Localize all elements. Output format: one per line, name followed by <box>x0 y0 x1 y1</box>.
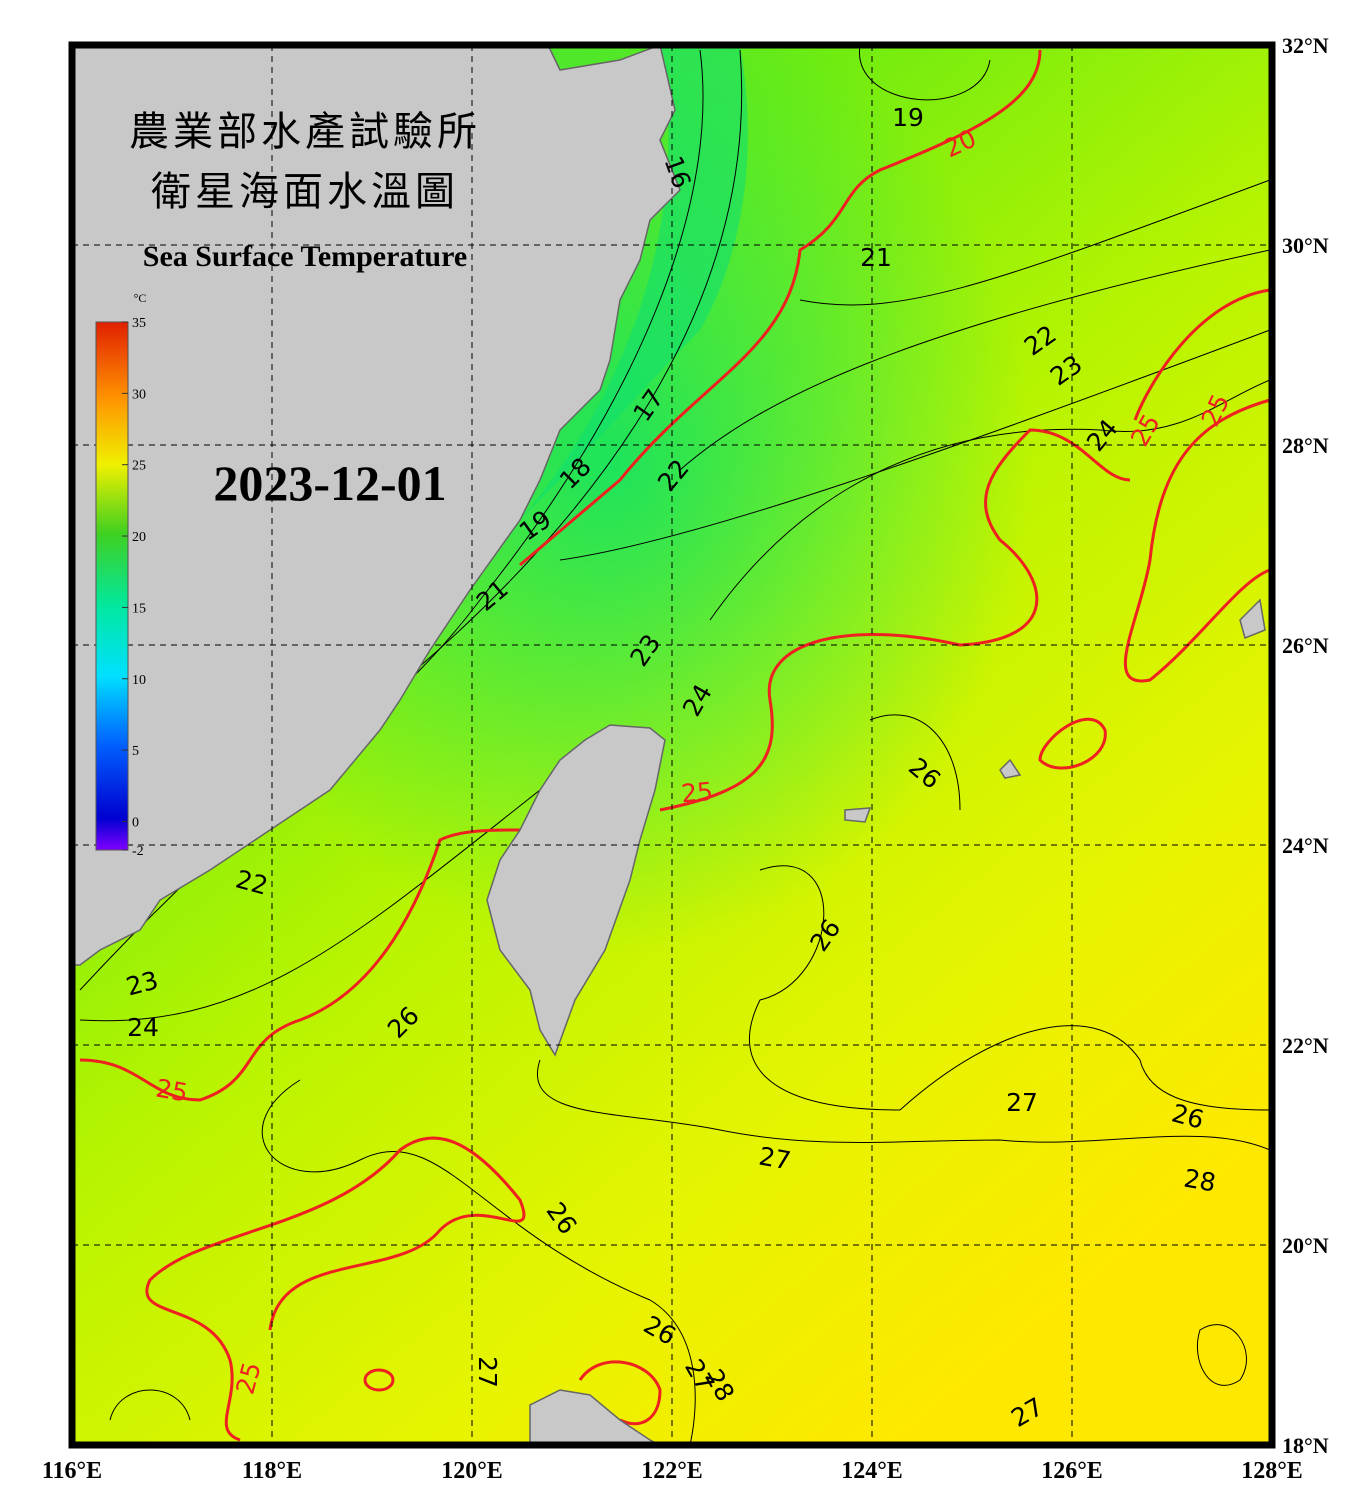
contour-label: 27 <box>1006 1088 1038 1117</box>
contour <box>859 45 991 101</box>
islands <box>844 598 1266 823</box>
colorbar-tick-label: 10 <box>132 673 146 688</box>
contour-label: 27 <box>473 1356 502 1388</box>
lat-label: 18°N <box>1282 1433 1329 1458</box>
colorbar-unit: °C <box>134 291 147 305</box>
contours <box>79 45 1271 1445</box>
contour-label: 24 <box>127 1013 159 1042</box>
lon-label: 124°E <box>841 1458 903 1484</box>
land <box>72 45 1266 1445</box>
colorbar-tick-label: 5 <box>132 744 139 759</box>
colorbar-tick-label: 25 <box>132 459 146 474</box>
contour-label: 25 <box>154 1073 190 1107</box>
subtitle: Sea Surface Temperature <box>143 240 467 273</box>
contour-25 <box>659 428 1131 812</box>
contour <box>1196 1324 1247 1386</box>
date: 2023-12-01 <box>213 455 446 511</box>
title-line: 衛星海面水溫圖 <box>151 169 459 214</box>
contour <box>537 1059 1271 1151</box>
contour <box>799 179 1271 306</box>
contour-25 <box>79 828 521 1102</box>
contour-20 <box>519 49 1042 567</box>
lon-label: 118°E <box>242 1458 302 1484</box>
contour-label: 25 <box>680 777 714 809</box>
axis-labels: 116°E 118°E 120°E 122°E 124°E 126°E 128°E 32°N 3… <box>42 33 1329 1484</box>
contour-25 <box>145 1136 526 1442</box>
contour <box>79 789 541 1022</box>
colorbar-tick-label: 20 <box>132 530 146 545</box>
lon-label: 116°E <box>42 1458 102 1484</box>
contour <box>709 379 1271 621</box>
colorbar-tick-label: 35 <box>132 316 146 331</box>
colorbar-tick-label: 30 <box>132 387 146 402</box>
taiwan <box>486 724 666 1057</box>
colorbar <box>95 321 129 851</box>
contour <box>261 1079 696 1445</box>
colorbar-ticks: 35 30 25 20 15 10 5 0 -2 <box>122 316 146 859</box>
lat-label: 30°N <box>1282 233 1329 258</box>
lat-label: 22°N <box>1282 1033 1329 1058</box>
lon-label: 128°E <box>1241 1458 1303 1484</box>
lon-label: 122°E <box>641 1458 703 1484</box>
colorbar-tick-label: 15 <box>132 601 146 616</box>
contour <box>109 1389 191 1421</box>
contour-25 <box>1038 717 1107 770</box>
contour-label: 19 <box>892 103 924 132</box>
colorbar-tick-label: -2 <box>132 844 144 859</box>
red-contours <box>79 49 1271 1442</box>
contour <box>748 865 1271 1111</box>
contour-25 <box>1123 288 1271 683</box>
lat-label: 26°N <box>1282 633 1329 658</box>
graticule <box>72 45 1272 1445</box>
lat-label: 24°N <box>1282 833 1329 858</box>
title-line: 農業部水產試驗所 <box>129 109 481 154</box>
contour <box>559 329 1271 561</box>
lat-label: 28°N <box>1282 433 1329 458</box>
contour-label: 27 <box>757 1141 793 1175</box>
colorbar-tick-label: 0 <box>132 815 139 830</box>
contour-25 <box>363 1368 395 1392</box>
mainland <box>72 45 681 966</box>
lon-label: 126°E <box>1041 1458 1103 1484</box>
contour <box>869 714 961 811</box>
contour <box>679 249 1271 471</box>
contour-label: 21 <box>860 243 892 272</box>
contour-label: 28 <box>1182 1163 1218 1197</box>
lat-label: 32°N <box>1282 33 1329 58</box>
frame <box>68 41 1276 1449</box>
lon-label: 120°E <box>441 1458 503 1484</box>
contour-25 <box>578 1360 662 1426</box>
cold-band <box>520 45 748 520</box>
lat-label: 20°N <box>1282 1233 1329 1258</box>
